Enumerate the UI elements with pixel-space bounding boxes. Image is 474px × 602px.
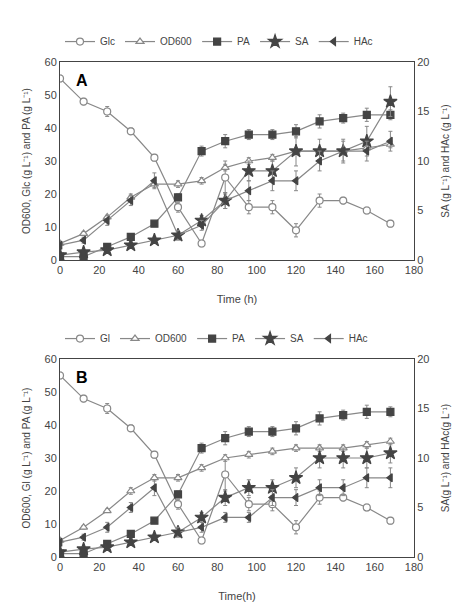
- svg-text:100: 100: [247, 561, 265, 573]
- svg-text:OD600, Glc (g L⁻¹) and PA (g L: OD600, Glc (g L⁻¹) and PA (g L⁻¹): [21, 88, 32, 234]
- svg-text:40: 40: [45, 122, 57, 134]
- svg-text:Glc: Glc: [100, 36, 115, 47]
- svg-text:20: 20: [45, 188, 57, 200]
- svg-text:B: B: [76, 369, 88, 386]
- svg-text:OD600, Gl (g L⁻¹) and PA (g L⁻: OD600, Gl (g L⁻¹) and PA (g L⁻¹): [21, 388, 32, 529]
- svg-text:40: 40: [45, 419, 57, 431]
- svg-text:0: 0: [57, 264, 63, 276]
- svg-text:20: 20: [45, 485, 57, 497]
- svg-text:50: 50: [45, 386, 57, 398]
- svg-text:10: 10: [45, 221, 57, 233]
- svg-text:40: 40: [133, 561, 145, 573]
- svg-text:10: 10: [417, 155, 429, 167]
- svg-text:20: 20: [417, 56, 429, 68]
- svg-text:Gl: Gl: [100, 333, 110, 344]
- svg-text:160: 160: [365, 264, 383, 276]
- svg-text:120: 120: [287, 264, 305, 276]
- svg-text:A: A: [76, 72, 88, 89]
- svg-text:0: 0: [417, 551, 423, 563]
- svg-text:120: 120: [287, 561, 305, 573]
- svg-text:SA: SA: [295, 36, 309, 47]
- svg-text:15: 15: [417, 402, 429, 414]
- svg-text:Time (h): Time (h): [217, 293, 258, 305]
- svg-text:20: 20: [93, 561, 105, 573]
- svg-text:100: 100: [247, 264, 265, 276]
- svg-text:5: 5: [417, 501, 423, 513]
- svg-text:SA: SA: [290, 333, 304, 344]
- svg-text:Time(h): Time(h): [218, 590, 255, 602]
- svg-text:30: 30: [45, 452, 57, 464]
- svg-text:0: 0: [51, 551, 57, 563]
- svg-text:180: 180: [405, 264, 423, 276]
- svg-text:180: 180: [405, 561, 423, 573]
- svg-text:SA(g L⁻¹) and HAc(g L⁻¹): SA(g L⁻¹) and HAc(g L⁻¹): [440, 404, 451, 512]
- svg-text:80: 80: [211, 561, 223, 573]
- svg-text:60: 60: [172, 561, 184, 573]
- svg-text:0: 0: [51, 254, 57, 266]
- svg-text:60: 60: [172, 264, 184, 276]
- svg-text:5: 5: [417, 204, 423, 216]
- svg-text:15: 15: [417, 105, 429, 117]
- svg-text:60: 60: [45, 353, 57, 365]
- svg-text:140: 140: [326, 264, 344, 276]
- svg-text:0: 0: [57, 561, 63, 573]
- svg-text:20: 20: [93, 264, 105, 276]
- svg-text:60: 60: [45, 56, 57, 68]
- svg-text:SA (g L⁻¹) and HAc (g L⁻¹): SA (g L⁻¹) and HAc (g L⁻¹): [440, 104, 451, 217]
- svg-text:PA: PA: [232, 333, 245, 344]
- svg-text:10: 10: [417, 452, 429, 464]
- svg-text:OD600: OD600: [160, 36, 192, 47]
- svg-text:40: 40: [133, 264, 145, 276]
- svg-text:20: 20: [417, 353, 429, 365]
- svg-text:10: 10: [45, 518, 57, 530]
- svg-text:0: 0: [417, 254, 423, 266]
- svg-text:50: 50: [45, 89, 57, 101]
- svg-text:HAc: HAc: [349, 333, 368, 344]
- svg-text:160: 160: [365, 561, 383, 573]
- svg-text:OD600: OD600: [155, 333, 187, 344]
- svg-text:HAc: HAc: [354, 36, 373, 47]
- svg-text:PA: PA: [237, 36, 250, 47]
- svg-text:30: 30: [45, 155, 57, 167]
- svg-text:80: 80: [211, 264, 223, 276]
- svg-text:140: 140: [326, 561, 344, 573]
